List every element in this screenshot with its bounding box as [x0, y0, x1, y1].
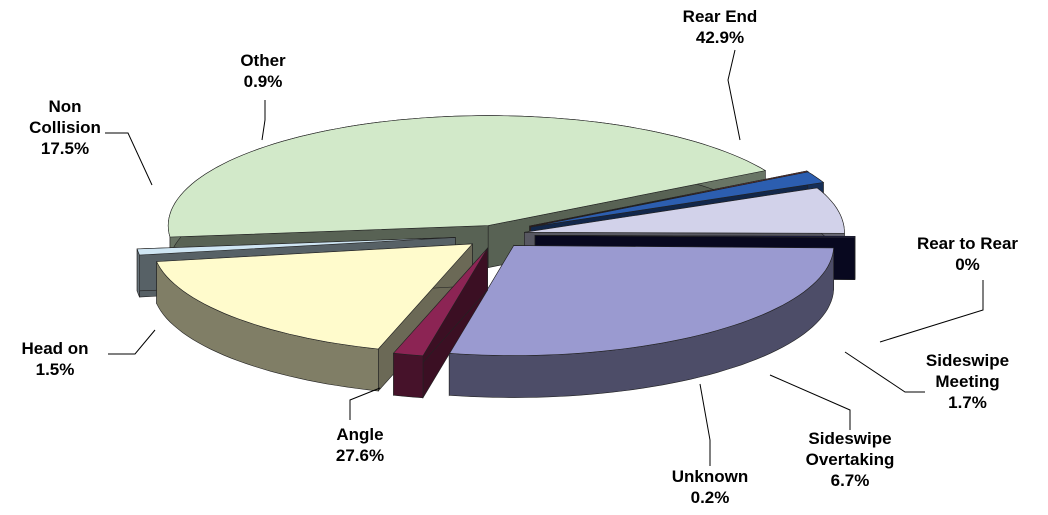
slice-side: [136, 248, 140, 298]
slice-label: Sideswipe Meeting 1.7%: [920, 350, 1015, 413]
slice-top: [530, 171, 825, 228]
leader-line: [879, 280, 984, 343]
slice-top: [156, 243, 474, 350]
slice-value: 1.7%: [948, 393, 987, 412]
slice-top: [136, 237, 456, 256]
leader-line: [769, 374, 851, 430]
leader-line: [108, 329, 156, 355]
slice-value: 17.5%: [40, 139, 90, 158]
leader-line: [105, 132, 153, 186]
slice-label: Angle 27.6%: [305, 424, 415, 466]
leader-line: [844, 351, 925, 393]
slice-side: [393, 352, 424, 399]
slice-name: Angle: [336, 425, 384, 444]
slice-top: [524, 187, 845, 234]
slice-label: Rear End 42.9%: [660, 6, 780, 48]
slice-label: Rear to Rear 0%: [905, 233, 1030, 275]
leader-line: [349, 387, 381, 420]
slice-top: [167, 115, 767, 238]
slice-name: Sideswipe Meeting: [925, 351, 1010, 391]
slice-label: Other 0.9%: [208, 50, 318, 92]
slice-value: 42.9%: [695, 28, 745, 47]
slice-name: Rear to Rear: [916, 234, 1019, 253]
slice-name: Rear End: [682, 7, 758, 26]
slice-value: 0.2%: [690, 488, 730, 507]
slice-value: 1.5%: [35, 360, 75, 379]
slice-label: Sideswipe Overtaking 6.7%: [790, 428, 910, 491]
leader-line: [699, 383, 711, 466]
leader-line: [727, 49, 741, 141]
slice-top: [392, 247, 488, 357]
slice-label: Head on 1.5%: [5, 338, 105, 380]
slice-name: Non Collision: [29, 97, 101, 137]
slice-value: 0%: [955, 255, 980, 274]
slice-top: [534, 235, 856, 239]
slice-name: Unknown: [671, 467, 749, 486]
slice-top: [448, 245, 834, 356]
slice-value: 0.9%: [243, 72, 283, 91]
slice-name: Head on: [21, 339, 89, 358]
slice-name: Other: [240, 51, 286, 70]
slice-label: Unknown 0.2%: [655, 466, 765, 508]
slice-value: 6.7%: [830, 471, 870, 490]
leader-line: [261, 100, 266, 141]
slice-label: Non Collision 17.5%: [15, 96, 115, 159]
slice-name: Sideswipe Overtaking: [805, 429, 895, 469]
slice-value: 27.6%: [335, 446, 385, 465]
